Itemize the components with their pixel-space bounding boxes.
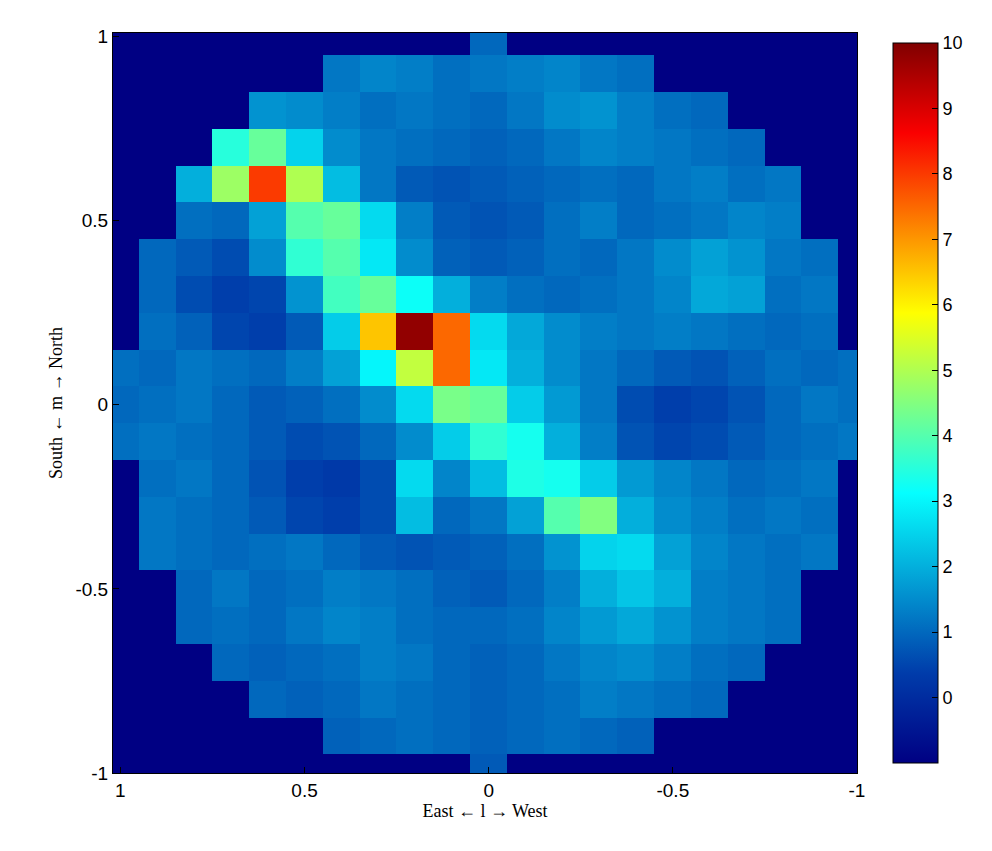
- svg-text:-1: -1: [849, 780, 866, 801]
- svg-text:0.5: 0.5: [82, 210, 108, 231]
- svg-text:0: 0: [483, 780, 494, 801]
- svg-text:0: 0: [98, 394, 109, 415]
- svg-text:2: 2: [943, 557, 953, 577]
- svg-text:7: 7: [943, 230, 953, 250]
- svg-text:1: 1: [98, 26, 109, 47]
- svg-text:South ← m → North: South ← m → North: [46, 327, 66, 479]
- svg-text:3: 3: [943, 491, 953, 511]
- svg-text:1: 1: [943, 622, 953, 642]
- svg-text:0.5: 0.5: [291, 780, 317, 801]
- svg-text:9: 9: [943, 99, 953, 119]
- svg-text:1: 1: [115, 780, 126, 801]
- svg-text:8: 8: [943, 164, 953, 184]
- svg-text:0: 0: [943, 688, 953, 708]
- svg-text:-1: -1: [91, 763, 108, 784]
- svg-text:-0.5: -0.5: [656, 780, 689, 801]
- svg-text:East ← l → West: East ← l → West: [422, 801, 547, 821]
- svg-text:6: 6: [943, 295, 953, 315]
- svg-text:-0.5: -0.5: [75, 579, 108, 600]
- svg-text:4: 4: [943, 426, 953, 446]
- svg-text:5: 5: [943, 361, 953, 381]
- svg-text:10: 10: [943, 33, 963, 53]
